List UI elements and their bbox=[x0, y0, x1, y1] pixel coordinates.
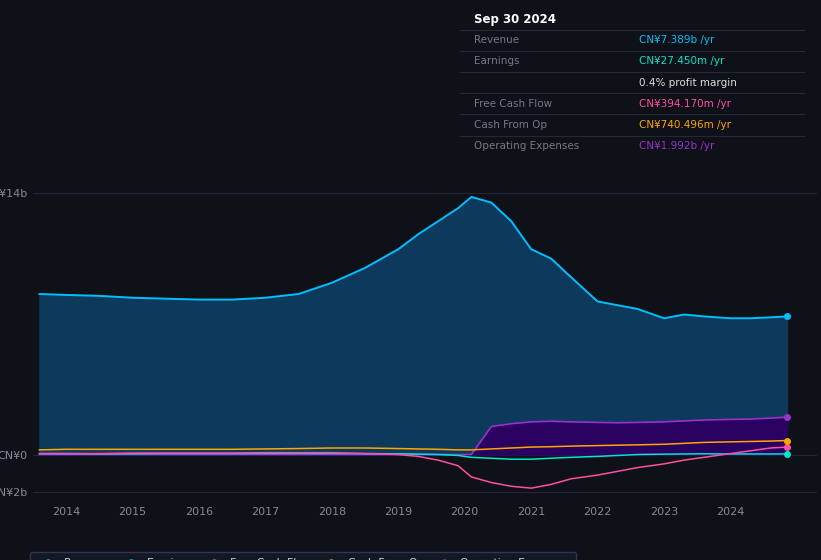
Text: CN¥394.170m /yr: CN¥394.170m /yr bbox=[639, 99, 731, 109]
Legend: Revenue, Earnings, Free Cash Flow, Cash From Op, Operating Expenses: Revenue, Earnings, Free Cash Flow, Cash … bbox=[30, 552, 576, 560]
Text: CN¥740.496m /yr: CN¥740.496m /yr bbox=[639, 120, 731, 130]
Text: Revenue: Revenue bbox=[474, 35, 519, 45]
Text: CN¥27.450m /yr: CN¥27.450m /yr bbox=[639, 57, 724, 67]
Text: CN¥1.992b /yr: CN¥1.992b /yr bbox=[639, 141, 714, 151]
Text: Earnings: Earnings bbox=[474, 57, 519, 67]
Text: Operating Expenses: Operating Expenses bbox=[474, 141, 579, 151]
Text: Sep 30 2024: Sep 30 2024 bbox=[474, 12, 556, 26]
Text: Cash From Op: Cash From Op bbox=[474, 120, 547, 130]
Text: 0.4% profit margin: 0.4% profit margin bbox=[639, 78, 737, 87]
Text: Free Cash Flow: Free Cash Flow bbox=[474, 99, 552, 109]
Text: CN¥7.389b /yr: CN¥7.389b /yr bbox=[639, 35, 714, 45]
